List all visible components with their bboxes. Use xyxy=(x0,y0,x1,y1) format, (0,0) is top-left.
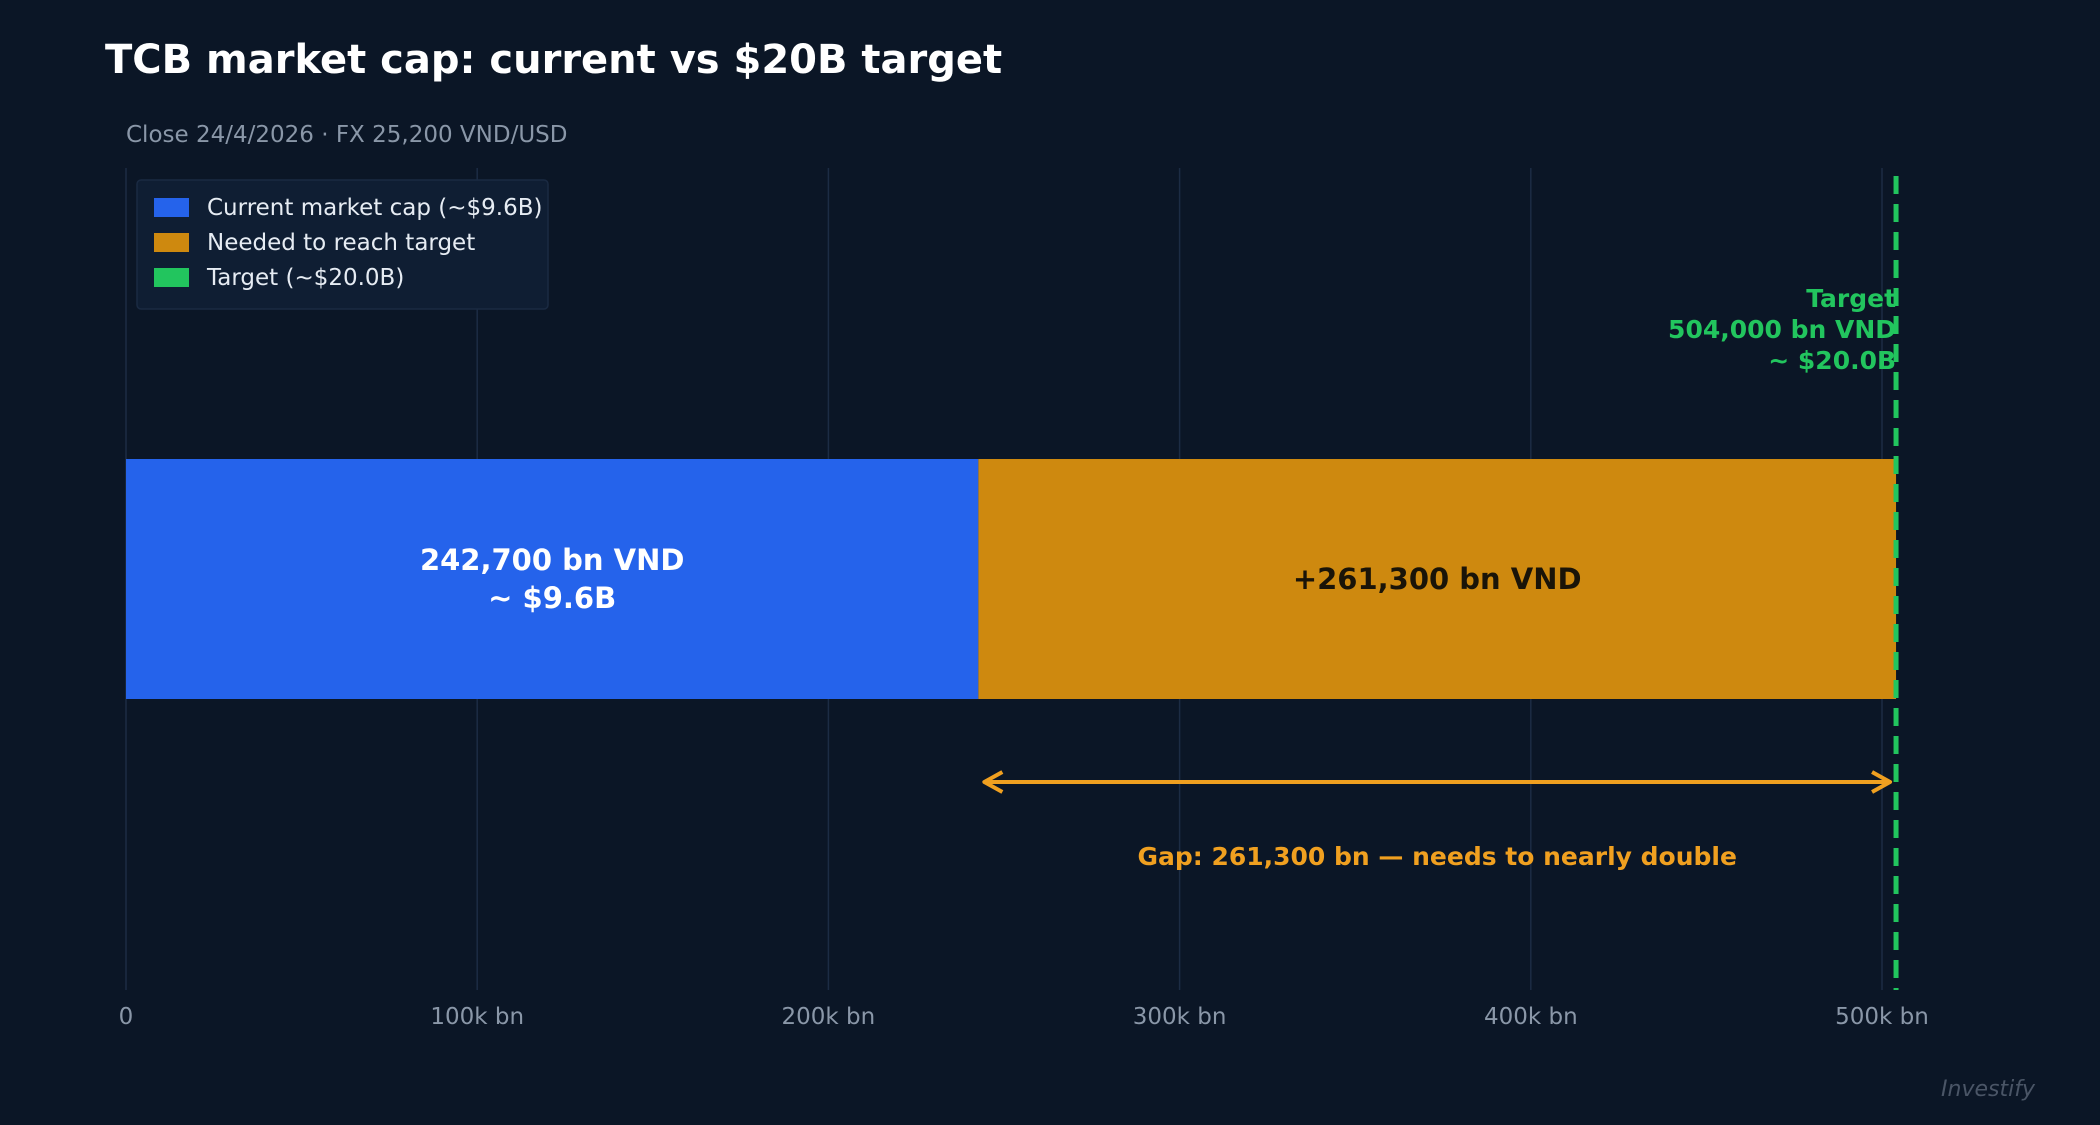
x-tick-label: 200k bn xyxy=(782,1004,876,1030)
legend-label: Needed to reach target xyxy=(207,230,475,256)
bar-data-label: ~ $9.6B xyxy=(488,581,616,615)
bar-data-label: 242,700 bn VND xyxy=(420,543,684,577)
legend-box xyxy=(136,179,549,310)
x-tick-label: 0 xyxy=(119,1004,134,1030)
x-tick-label: 500k bn xyxy=(1835,1004,1929,1030)
gap-annotation: Gap: 261,300 bn — needs to nearly double xyxy=(1137,842,1737,871)
gap-arrow-head-left xyxy=(982,770,1004,794)
x-tick-label: 100k bn xyxy=(430,1004,524,1030)
x-tick-label: 400k bn xyxy=(1484,1004,1578,1030)
watermark: Investify xyxy=(1941,1077,2036,1102)
target-label: Target xyxy=(1806,284,1896,313)
bar-data-label: +261,300 bn VND xyxy=(1293,562,1582,596)
legend-label: Target (~$20.0B) xyxy=(206,265,404,291)
gap-arrow-head-right xyxy=(1871,770,1893,794)
bar-needed-to-target xyxy=(978,459,1897,699)
bar-current-market-cap xyxy=(126,459,979,699)
legend-swatch xyxy=(154,268,189,287)
x-tick-label: 300k bn xyxy=(1133,1004,1227,1030)
chart-title: TCB market cap: current vs $20B target xyxy=(105,37,1002,83)
target-label: 504,000 bn VND xyxy=(1668,315,1896,344)
legend-swatch xyxy=(154,233,189,252)
plot-area: 0 100k bn 200k bn 300k bn 400k bn 500k bn 242,… xyxy=(119,168,1929,1030)
legend-swatch xyxy=(154,198,189,217)
target-label: ~ $20.0B xyxy=(1768,346,1896,375)
legend-label: Current market cap (~$9.6B) xyxy=(207,195,543,221)
chart-subtitle: Close 24/4/2026 · FX 25,200 VND/USD xyxy=(126,122,567,148)
